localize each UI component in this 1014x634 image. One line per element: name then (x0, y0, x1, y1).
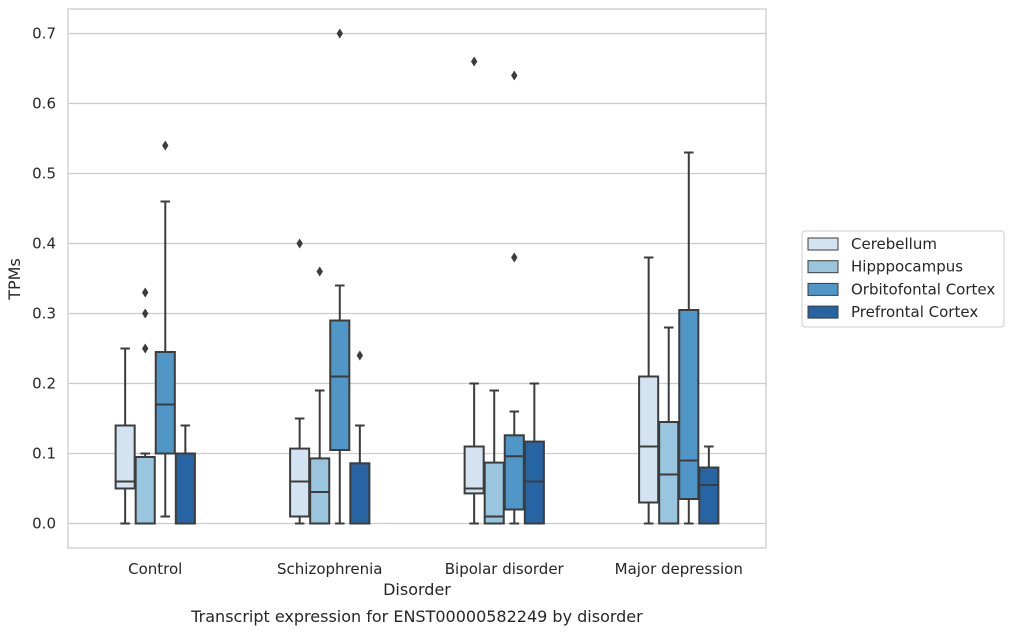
legend-label: Prefrontal Cortex (851, 303, 978, 321)
box-body (114, 424, 136, 490)
outlier-point (316, 266, 323, 277)
outlier-point (511, 70, 518, 81)
y-tick-label: 0.1 (32, 445, 56, 463)
legend-frame (801, 230, 1005, 328)
legend: Cerebellum Hipppocampus Orbitofontal Corte… (801, 230, 1005, 328)
box-body (349, 462, 371, 525)
legend-swatch (807, 305, 839, 319)
box-body (289, 447, 311, 518)
y-tick-label: 0.0 (32, 515, 56, 533)
legend-label: Orbitofontal Cortex (851, 280, 995, 298)
y-tick-label: 0.6 (32, 95, 56, 113)
box-3-0 (638, 256, 660, 525)
legend-swatch (807, 260, 839, 274)
y-tick-label: 0.5 (32, 165, 56, 183)
box-groups (114, 28, 720, 525)
box-body (483, 461, 505, 525)
box-body (698, 466, 720, 525)
legend-swatch (807, 237, 839, 251)
box-2-3 (523, 382, 545, 525)
legend-label: Hipppocampus (851, 258, 963, 276)
outlier-point (296, 238, 303, 249)
box-body (329, 319, 351, 451)
outlier-point (162, 140, 169, 151)
legend-items: Cerebellum Hipppocampus Orbitofontal Corte… (807, 235, 995, 321)
legend-label: Cerebellum (851, 235, 937, 253)
x-tick-label: Schizophrenia (277, 560, 382, 578)
outlier-point (142, 308, 149, 319)
box-body (678, 309, 700, 500)
box-1-1 (309, 266, 331, 525)
box-2-1 (483, 389, 505, 525)
box-0-2 (154, 140, 176, 518)
y-tick-label: 0.2 (32, 375, 56, 393)
box-2-2 (503, 70, 525, 525)
x-tick-label: Major depression (615, 560, 743, 578)
box-1-0 (289, 238, 311, 525)
y-tick-label: 0.7 (32, 25, 56, 43)
box-0-0 (114, 347, 136, 525)
box-2-0 (463, 56, 485, 525)
outlier-point (356, 350, 364, 361)
box-body (503, 434, 525, 511)
box-0-3 (174, 424, 196, 525)
x-tick-label: Bipolar disorder (445, 560, 565, 578)
outlier-point (470, 56, 478, 67)
box-3-3 (698, 445, 720, 525)
outlier-point (336, 28, 343, 39)
x-axis-label: Disorder (383, 580, 451, 599)
box-body (658, 421, 680, 525)
outlier-point (142, 287, 149, 298)
y-tick-label: 0.3 (32, 305, 56, 323)
box-3-1 (658, 326, 680, 525)
box-body (154, 351, 176, 455)
figure-caption: Transcript expression for ENST0000058224… (190, 607, 643, 626)
plot-area-frame (67, 8, 767, 549)
outlier-point (511, 252, 518, 263)
box-1-3 (349, 350, 371, 525)
x-tick-label: Control (128, 560, 182, 578)
box-body (523, 440, 545, 525)
box-body (463, 445, 485, 495)
y-axis-label: TPMs (5, 258, 24, 301)
box-1-2 (329, 28, 351, 525)
box-body (134, 456, 156, 525)
outlier-point (142, 343, 149, 354)
box-body (309, 457, 331, 525)
y-axis-ticks: 0.0 0.1 0.2 0.3 0.4 0.5 0.6 0.7 (32, 25, 56, 533)
legend-swatch (807, 282, 839, 296)
box-0-1 (134, 287, 156, 525)
box-body (638, 375, 660, 504)
box-3-2 (678, 151, 700, 525)
box-body (174, 452, 196, 525)
y-tick-label: 0.4 (32, 235, 56, 253)
x-axis-ticks: Control Schizophrenia Bipolar disorder Majo… (128, 560, 743, 578)
